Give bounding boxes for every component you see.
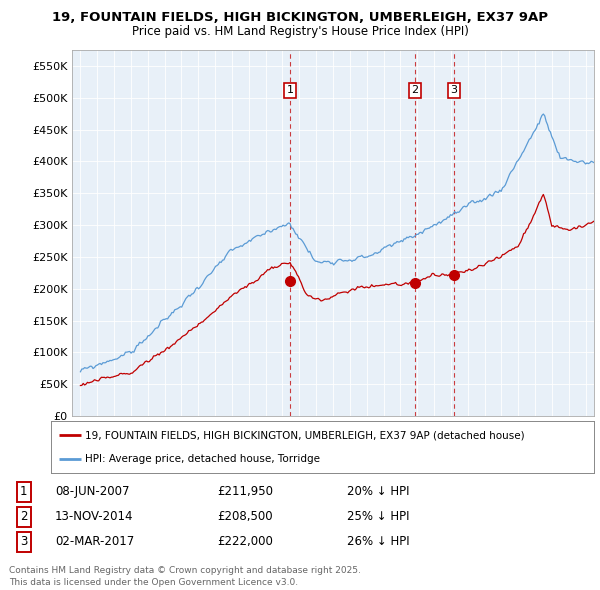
Text: 2: 2 bbox=[20, 510, 28, 523]
Text: 02-MAR-2017: 02-MAR-2017 bbox=[55, 535, 134, 548]
Text: 26% ↓ HPI: 26% ↓ HPI bbox=[347, 535, 410, 548]
Text: 25% ↓ HPI: 25% ↓ HPI bbox=[347, 510, 410, 523]
Text: 08-JUN-2007: 08-JUN-2007 bbox=[55, 486, 130, 499]
Text: £211,950: £211,950 bbox=[217, 486, 274, 499]
Text: Contains HM Land Registry data © Crown copyright and database right 2025.: Contains HM Land Registry data © Crown c… bbox=[9, 566, 361, 575]
Text: Price paid vs. HM Land Registry's House Price Index (HPI): Price paid vs. HM Land Registry's House … bbox=[131, 25, 469, 38]
Text: HPI: Average price, detached house, Torridge: HPI: Average price, detached house, Torr… bbox=[85, 454, 320, 464]
Text: £208,500: £208,500 bbox=[217, 510, 273, 523]
Text: 3: 3 bbox=[20, 535, 28, 548]
Text: 1: 1 bbox=[20, 486, 28, 499]
Text: 19, FOUNTAIN FIELDS, HIGH BICKINGTON, UMBERLEIGH, EX37 9AP: 19, FOUNTAIN FIELDS, HIGH BICKINGTON, UM… bbox=[52, 11, 548, 24]
Text: 2: 2 bbox=[412, 85, 419, 95]
Text: 13-NOV-2014: 13-NOV-2014 bbox=[55, 510, 133, 523]
Text: 20% ↓ HPI: 20% ↓ HPI bbox=[347, 486, 410, 499]
Text: This data is licensed under the Open Government Licence v3.0.: This data is licensed under the Open Gov… bbox=[9, 578, 298, 587]
Text: 3: 3 bbox=[450, 85, 457, 95]
Text: 19, FOUNTAIN FIELDS, HIGH BICKINGTON, UMBERLEIGH, EX37 9AP (detached house): 19, FOUNTAIN FIELDS, HIGH BICKINGTON, UM… bbox=[85, 430, 524, 440]
Text: £222,000: £222,000 bbox=[217, 535, 273, 548]
Text: 1: 1 bbox=[286, 85, 293, 95]
